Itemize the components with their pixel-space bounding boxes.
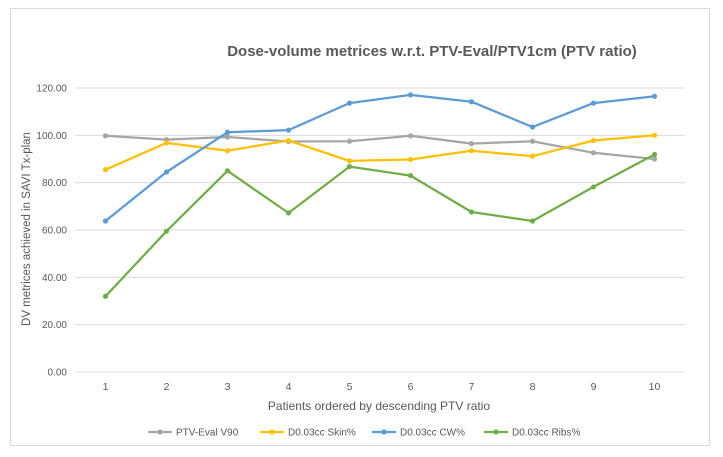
legend-swatch-marker — [269, 429, 275, 435]
series-2 — [102, 132, 658, 173]
data-point — [407, 172, 414, 179]
data-point — [407, 156, 414, 163]
data-point — [102, 218, 109, 224]
x-tick-label: 1 — [103, 381, 109, 393]
data-point — [590, 137, 597, 144]
data-point — [346, 100, 353, 106]
data-point — [529, 138, 536, 144]
x-tick-label: 6 — [408, 381, 414, 393]
data-point — [590, 184, 597, 190]
y-tick-label: 40.00 — [42, 273, 67, 284]
data-point — [285, 137, 292, 144]
data-point — [163, 169, 170, 175]
x-axis-label: Patients ordered by descending PTV ratio — [268, 399, 490, 413]
data-point — [529, 153, 536, 159]
data-point — [163, 228, 170, 234]
y-tick-label: 100.00 — [36, 131, 67, 142]
y-axis-ticks: 0.00 20.00 40.00 60.00 80.00 100.00 120.00 — [36, 84, 67, 379]
legend-item: D0.03cc Skin% — [260, 428, 356, 439]
data-point — [651, 156, 658, 162]
legend-label: D0.03cc Ribs% — [512, 428, 580, 439]
legend-swatch-marker — [493, 429, 499, 435]
x-tick-label: 2 — [164, 381, 170, 393]
data-point — [651, 132, 658, 138]
chart-title: Dose-volume metrices w.r.t. PTV-Eval/PTV… — [227, 43, 637, 60]
gridlines — [75, 87, 685, 373]
series-line — [104, 153, 656, 298]
data-point — [651, 151, 658, 158]
series-line — [104, 134, 656, 171]
data-point — [224, 129, 231, 135]
y-tick-label: 0.00 — [48, 368, 68, 379]
legend-item: D0.03cc Ribs% — [484, 428, 580, 439]
data-point — [529, 124, 536, 130]
series-1 — [102, 133, 658, 162]
data-point — [346, 158, 353, 164]
data-point — [224, 168, 231, 174]
data-point — [468, 141, 475, 147]
series-line — [104, 134, 656, 161]
data-point — [163, 140, 170, 146]
data-point — [102, 293, 109, 299]
data-point — [346, 138, 353, 144]
data-point — [102, 133, 109, 139]
x-tick-label: 3 — [225, 381, 231, 393]
x-tick-label: 8 — [530, 381, 536, 393]
data-point — [285, 127, 292, 133]
x-tick-label: 10 — [649, 381, 661, 393]
data-point — [468, 99, 475, 105]
legend-swatch-marker — [157, 429, 163, 435]
data-point — [529, 218, 536, 224]
data-point — [224, 134, 231, 140]
y-axis-label: DV metrices achieved in SAVI Tx-plan — [21, 132, 33, 326]
x-tick-label: 4 — [286, 381, 292, 393]
legend-item: PTV-Eval V90 — [148, 428, 239, 439]
data-point — [102, 167, 109, 173]
data-point — [651, 93, 658, 99]
legend-swatch-marker — [381, 429, 387, 435]
x-tick-label: 9 — [591, 381, 597, 393]
data-point — [224, 148, 231, 154]
series-line — [104, 93, 656, 223]
x-tick-label: 7 — [469, 381, 475, 393]
legend: PTV-Eval V90 D0.03cc Skin% D0.03cc CW% D0.0… — [148, 428, 580, 439]
y-tick-label: 80.00 — [42, 178, 67, 189]
legend-label: D0.03cc Skin% — [288, 428, 356, 439]
legend-item: D0.03cc CW% — [372, 428, 465, 439]
data-point — [590, 100, 597, 106]
series-layer — [102, 92, 658, 299]
data-point — [285, 210, 292, 216]
chart-frame — [10, 8, 710, 446]
legend-label: PTV-Eval V90 — [176, 428, 239, 439]
y-tick-label: 120.00 — [36, 84, 67, 95]
data-point — [590, 150, 597, 156]
data-point — [468, 209, 475, 215]
y-tick-label: 60.00 — [42, 226, 67, 237]
data-point — [346, 163, 353, 170]
data-point — [407, 133, 414, 139]
x-axis-ticks: 1 2 3 4 5 6 7 8 9 10 — [103, 381, 661, 393]
legend-label: D0.03cc CW% — [400, 428, 465, 439]
data-point — [468, 148, 475, 154]
series-4 — [102, 151, 658, 299]
y-tick-label: 20.00 — [42, 320, 67, 331]
series-3 — [102, 92, 658, 224]
x-tick-label: 5 — [347, 381, 353, 393]
data-point — [407, 92, 414, 98]
